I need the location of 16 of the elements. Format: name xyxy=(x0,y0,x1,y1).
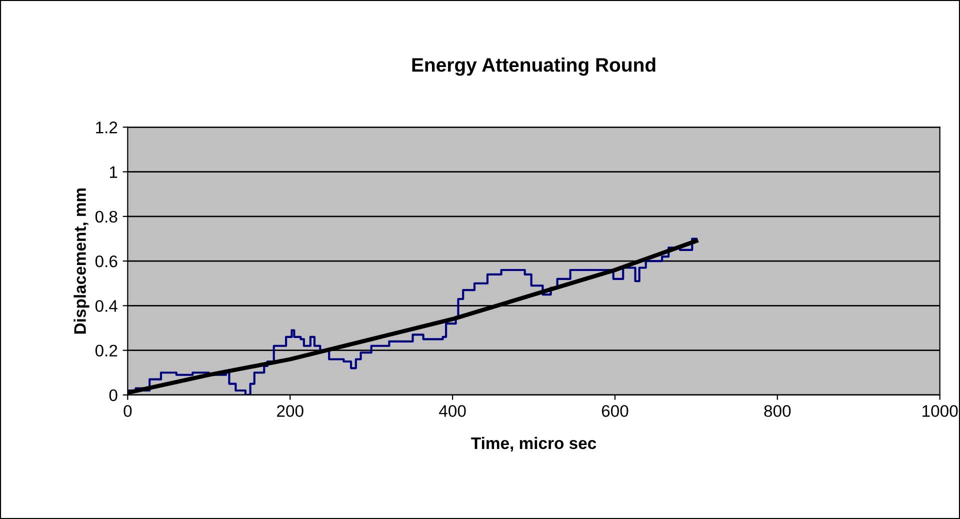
x-tick-label: 200 xyxy=(277,405,304,417)
y-axis-title: Displacement, mm xyxy=(74,188,90,334)
x-axis-title: Time, micro sec xyxy=(471,436,596,452)
x-tick-label: 400 xyxy=(439,405,466,417)
x-tick-label: 600 xyxy=(602,405,628,417)
y-tick-label: 1 xyxy=(110,166,118,178)
y-tick-label: 0.8 xyxy=(95,210,118,223)
y-tick-label: 0 xyxy=(109,389,118,402)
y-tick-label: 0.2 xyxy=(95,344,118,357)
y-tick-label: 0.4 xyxy=(95,300,118,312)
x-tick-label: 1000 xyxy=(922,405,958,417)
y-tick-label: 1.2 xyxy=(96,122,118,134)
chart-title: Energy Attenuating Round xyxy=(412,58,656,76)
y-tick-label: 0.6 xyxy=(95,255,118,268)
x-tick-label: 0 xyxy=(124,405,132,417)
x-tick-label: 800 xyxy=(764,405,791,417)
